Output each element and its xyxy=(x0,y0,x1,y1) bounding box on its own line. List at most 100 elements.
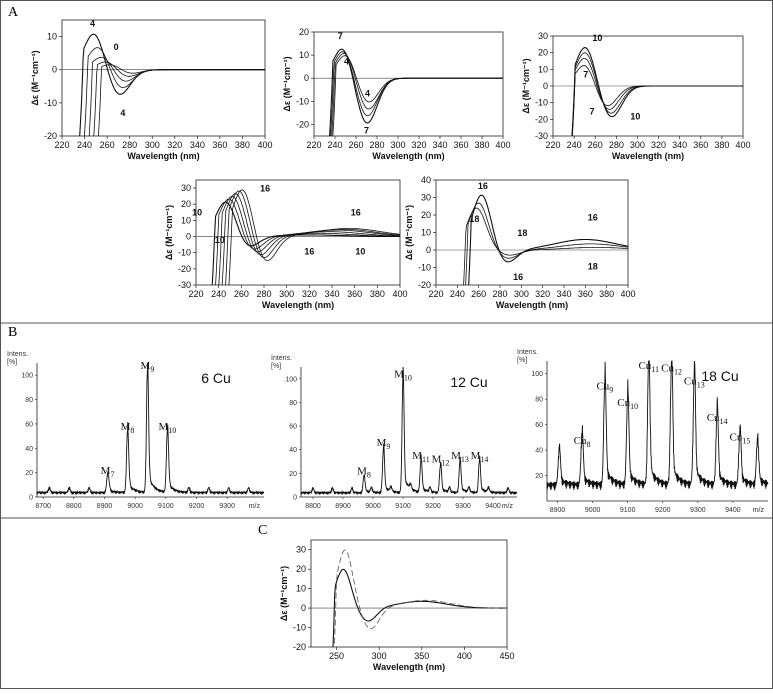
peak-label-subscript: 10 xyxy=(404,374,412,383)
x-tick-label: 340 xyxy=(672,140,687,150)
curve-annotation: 4 xyxy=(120,108,125,118)
y-tick-label: 80 xyxy=(289,400,297,407)
y-tick-label: 20 xyxy=(181,199,191,209)
x-tick-label: 220 xyxy=(54,140,69,150)
y-tick-label: 0 xyxy=(186,232,191,242)
x-tick-label: 9100 xyxy=(620,507,636,514)
peak-label: Cu12 xyxy=(661,363,682,377)
panel-label-b: B xyxy=(8,325,17,340)
cd-series-line xyxy=(463,207,628,285)
x-tick-label: 320 xyxy=(411,140,426,150)
peak-label: M11 xyxy=(412,450,429,464)
plot-frame xyxy=(313,31,504,137)
ms-chart-12cu: Intens.[%] 0 20 40 60 80 100 8800 8900 9000 9100 92… xyxy=(271,355,518,510)
x-axis-label: Wavelength (nm) xyxy=(373,662,445,672)
cd-series-line xyxy=(571,47,743,136)
x-tick-label: 9200 xyxy=(189,503,205,510)
y-tick-label: 0 xyxy=(293,495,297,502)
x-tick-label: 300 xyxy=(145,140,160,150)
cd-series-line xyxy=(571,65,743,136)
cd-series-line xyxy=(215,198,400,285)
x-tick-label: 340 xyxy=(190,140,205,150)
y-tick-label: -20 xyxy=(418,280,431,290)
x-axis-label: m/z xyxy=(249,503,261,510)
x-tick-label: 450 xyxy=(499,651,514,661)
x-tick-label: 260 xyxy=(234,289,249,299)
x-tick-label: 260 xyxy=(471,289,486,299)
y-tick-label: -10 xyxy=(296,96,309,106)
y-tick-label: 20 xyxy=(538,48,548,58)
x-tick-label: 8800 xyxy=(66,503,82,510)
cd-chart-a1: 220 240 260 280 300 320 340 360 380 400 -20 -10 0 10 W… xyxy=(30,19,273,161)
x-tick-label: 9300 xyxy=(690,507,706,514)
x-tick-label: 300 xyxy=(630,140,645,150)
y-tick-label: 20 xyxy=(299,27,309,37)
cd-series-line xyxy=(333,549,507,647)
peak-label-subscript: 12 xyxy=(441,459,449,468)
y-axis-label: Intens. xyxy=(517,349,538,356)
peak-label: M7 xyxy=(101,465,115,479)
y-tick-label: 0 xyxy=(426,245,431,255)
x-tick-label: 380 xyxy=(370,289,385,299)
x-tick-label: 350 xyxy=(414,651,429,661)
y-tick-label: -20 xyxy=(535,114,548,124)
peak-label-subscript: 9 xyxy=(609,385,613,394)
y-tick-label: 60 xyxy=(289,424,297,431)
curve-annotation: 7 xyxy=(583,70,588,80)
x-tick-label: 360 xyxy=(347,289,362,299)
cd-series-line xyxy=(228,189,400,285)
x-tick-label: 300 xyxy=(390,140,405,150)
peak-label-subscript: 12 xyxy=(674,368,682,377)
x-tick-label: 280 xyxy=(369,140,384,150)
cd-series-line xyxy=(468,194,628,285)
cd-series-line xyxy=(221,193,400,285)
x-tick-label: 260 xyxy=(100,140,115,150)
peak-label: Cu11 xyxy=(638,360,659,374)
y-tick-label: 30 xyxy=(421,193,431,203)
cd-chart-a4: 220 240 260 280 300 320 340 360 380 400 -30 -20 -10 0… xyxy=(164,179,408,310)
peak-label-subscript: 11 xyxy=(651,365,659,374)
x-tick-label: 400 xyxy=(495,140,510,150)
y-tick-label: 10 xyxy=(47,32,57,42)
curve-annotation: 4 xyxy=(344,56,349,66)
x-tick-label: 9000 xyxy=(127,503,143,510)
y-tick-label: -10 xyxy=(418,263,431,273)
y-tick-label: 0 xyxy=(52,65,57,75)
y-tick-label: 80 xyxy=(535,397,543,404)
y-tick-label: -20 xyxy=(293,642,306,652)
ms-spectrum-line xyxy=(36,362,265,495)
ms-title: 6 Cu xyxy=(201,370,231,386)
y-tick-label: 20 xyxy=(296,564,306,574)
x-tick-label: 280 xyxy=(609,140,624,150)
curve-annotation: 10 xyxy=(630,111,640,121)
peak-label: Cu10 xyxy=(617,397,638,411)
x-axis-label: m/z xyxy=(502,503,514,510)
x-tick-label: 300 xyxy=(372,651,387,661)
y-tick-label: 60 xyxy=(25,421,33,428)
x-tick-label: 240 xyxy=(567,140,582,150)
x-axis-label: Wavelength (nm) xyxy=(127,151,199,161)
x-tick-label: 400 xyxy=(257,140,272,150)
y-tick-label: -20 xyxy=(178,264,191,274)
curve-annotation: 10 xyxy=(215,235,225,245)
ms-spectrum-line xyxy=(546,360,769,491)
x-tick-label: 380 xyxy=(235,140,250,150)
curve-annotation: 7 xyxy=(590,106,595,116)
y-tick-label: 30 xyxy=(538,31,548,41)
peak-label-subscript: 8 xyxy=(367,470,371,479)
cd-series-line xyxy=(211,201,400,285)
peak-label-subscript: 9 xyxy=(386,442,390,451)
x-tick-label: 9300 xyxy=(455,503,471,510)
ms-spectrum-line xyxy=(300,366,518,496)
x-tick-label: 8700 xyxy=(35,503,51,510)
y-axis-label: Δε (M⁻¹cm⁻¹) xyxy=(404,205,414,260)
peak-label-subscript: 8 xyxy=(587,440,591,449)
y-tick-label: 20 xyxy=(25,470,33,477)
y-tick-label: 100 xyxy=(531,371,543,378)
y-axis-label: Δε (M⁻¹cm⁻¹) xyxy=(30,50,40,105)
x-tick-label: 9300 xyxy=(219,503,235,510)
ms-chart-18cu: Intens.[%] 20 40 60 80 100 8900 9000 9100 9200 930… xyxy=(517,349,769,514)
